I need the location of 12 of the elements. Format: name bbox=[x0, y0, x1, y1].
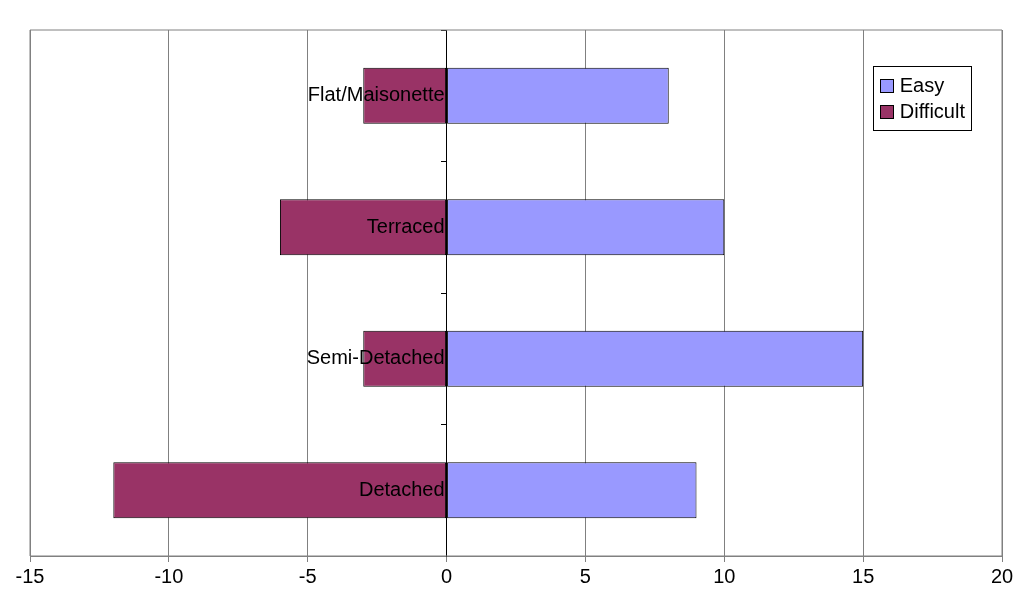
x-tick-label: 5 bbox=[579, 564, 591, 587]
x-tick-label: 0 bbox=[441, 564, 453, 587]
x-tick-label: 10 bbox=[713, 564, 736, 587]
x-tick-label: 15 bbox=[852, 564, 875, 587]
legend-label: Easy bbox=[899, 74, 945, 97]
y-tick-label: Detached bbox=[358, 477, 445, 500]
y-tick-label: Terraced bbox=[366, 214, 445, 237]
x-tick-label: -10 bbox=[154, 564, 184, 587]
x-tick-label: 20 bbox=[990, 564, 1014, 587]
legend-label: Difficult bbox=[899, 100, 965, 123]
x-tick-label: -5 bbox=[298, 564, 317, 587]
x-tick-label: -15 bbox=[15, 564, 45, 587]
